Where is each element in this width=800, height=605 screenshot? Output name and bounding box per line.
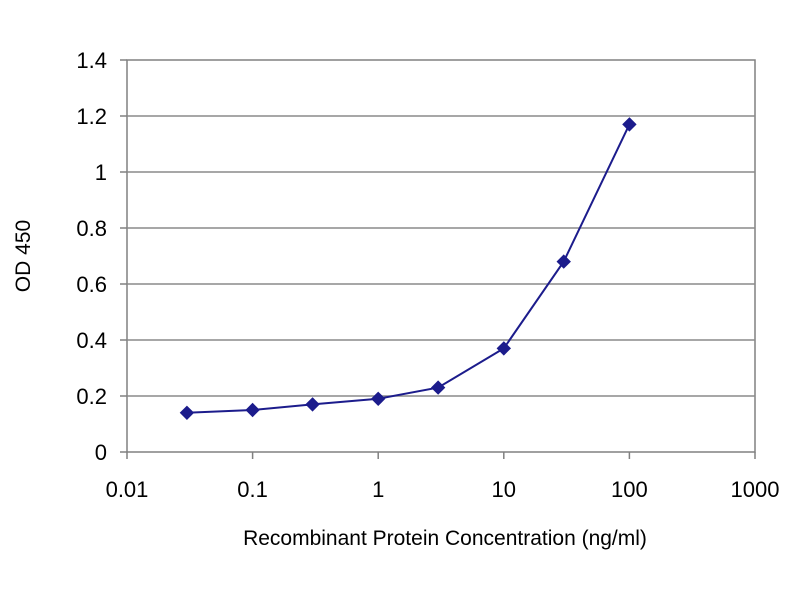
y-tick-label: 1 — [95, 160, 107, 185]
data-point — [556, 254, 571, 269]
x-axis-title: Recombinant Protein Concentration (ng/ml… — [243, 527, 647, 550]
y-tick-label: 1.4 — [76, 48, 107, 73]
data-series — [179, 117, 637, 421]
grid-lines — [127, 115, 755, 397]
series-line — [186, 123, 631, 414]
x-axis-ticks: 0.01 0.1 1 10 100 1000 — [106, 452, 780, 502]
data-point — [179, 405, 195, 421]
y-axis-title: OD 450 — [12, 220, 35, 292]
y-tick-label: 0.6 — [76, 272, 107, 297]
y-tick-label: 0.8 — [76, 216, 107, 241]
data-point — [370, 391, 386, 407]
plot-area — [126, 59, 756, 453]
data-point — [496, 341, 512, 356]
x-tick-label: 1000 — [731, 477, 780, 502]
x-tick-label: 0.01 — [106, 477, 149, 502]
x-tick-label: 100 — [611, 477, 648, 502]
data-point — [430, 380, 446, 395]
y-axis-ticks: 0 0.2 0.4 0.6 0.8 1 1.2 1.4 — [76, 48, 127, 465]
x-tick-label: 0.1 — [237, 477, 268, 502]
y-tick-label: 0.4 — [76, 328, 107, 353]
y-tick-label: 0 — [95, 440, 107, 465]
x-tick-label: 10 — [492, 477, 516, 502]
y-tick-label: 0.2 — [76, 384, 107, 409]
data-point — [305, 397, 320, 412]
y-tick-label: 1.2 — [76, 104, 107, 129]
data-point — [245, 402, 260, 418]
data-point — [622, 117, 637, 132]
x-tick-label: 1 — [372, 477, 384, 502]
